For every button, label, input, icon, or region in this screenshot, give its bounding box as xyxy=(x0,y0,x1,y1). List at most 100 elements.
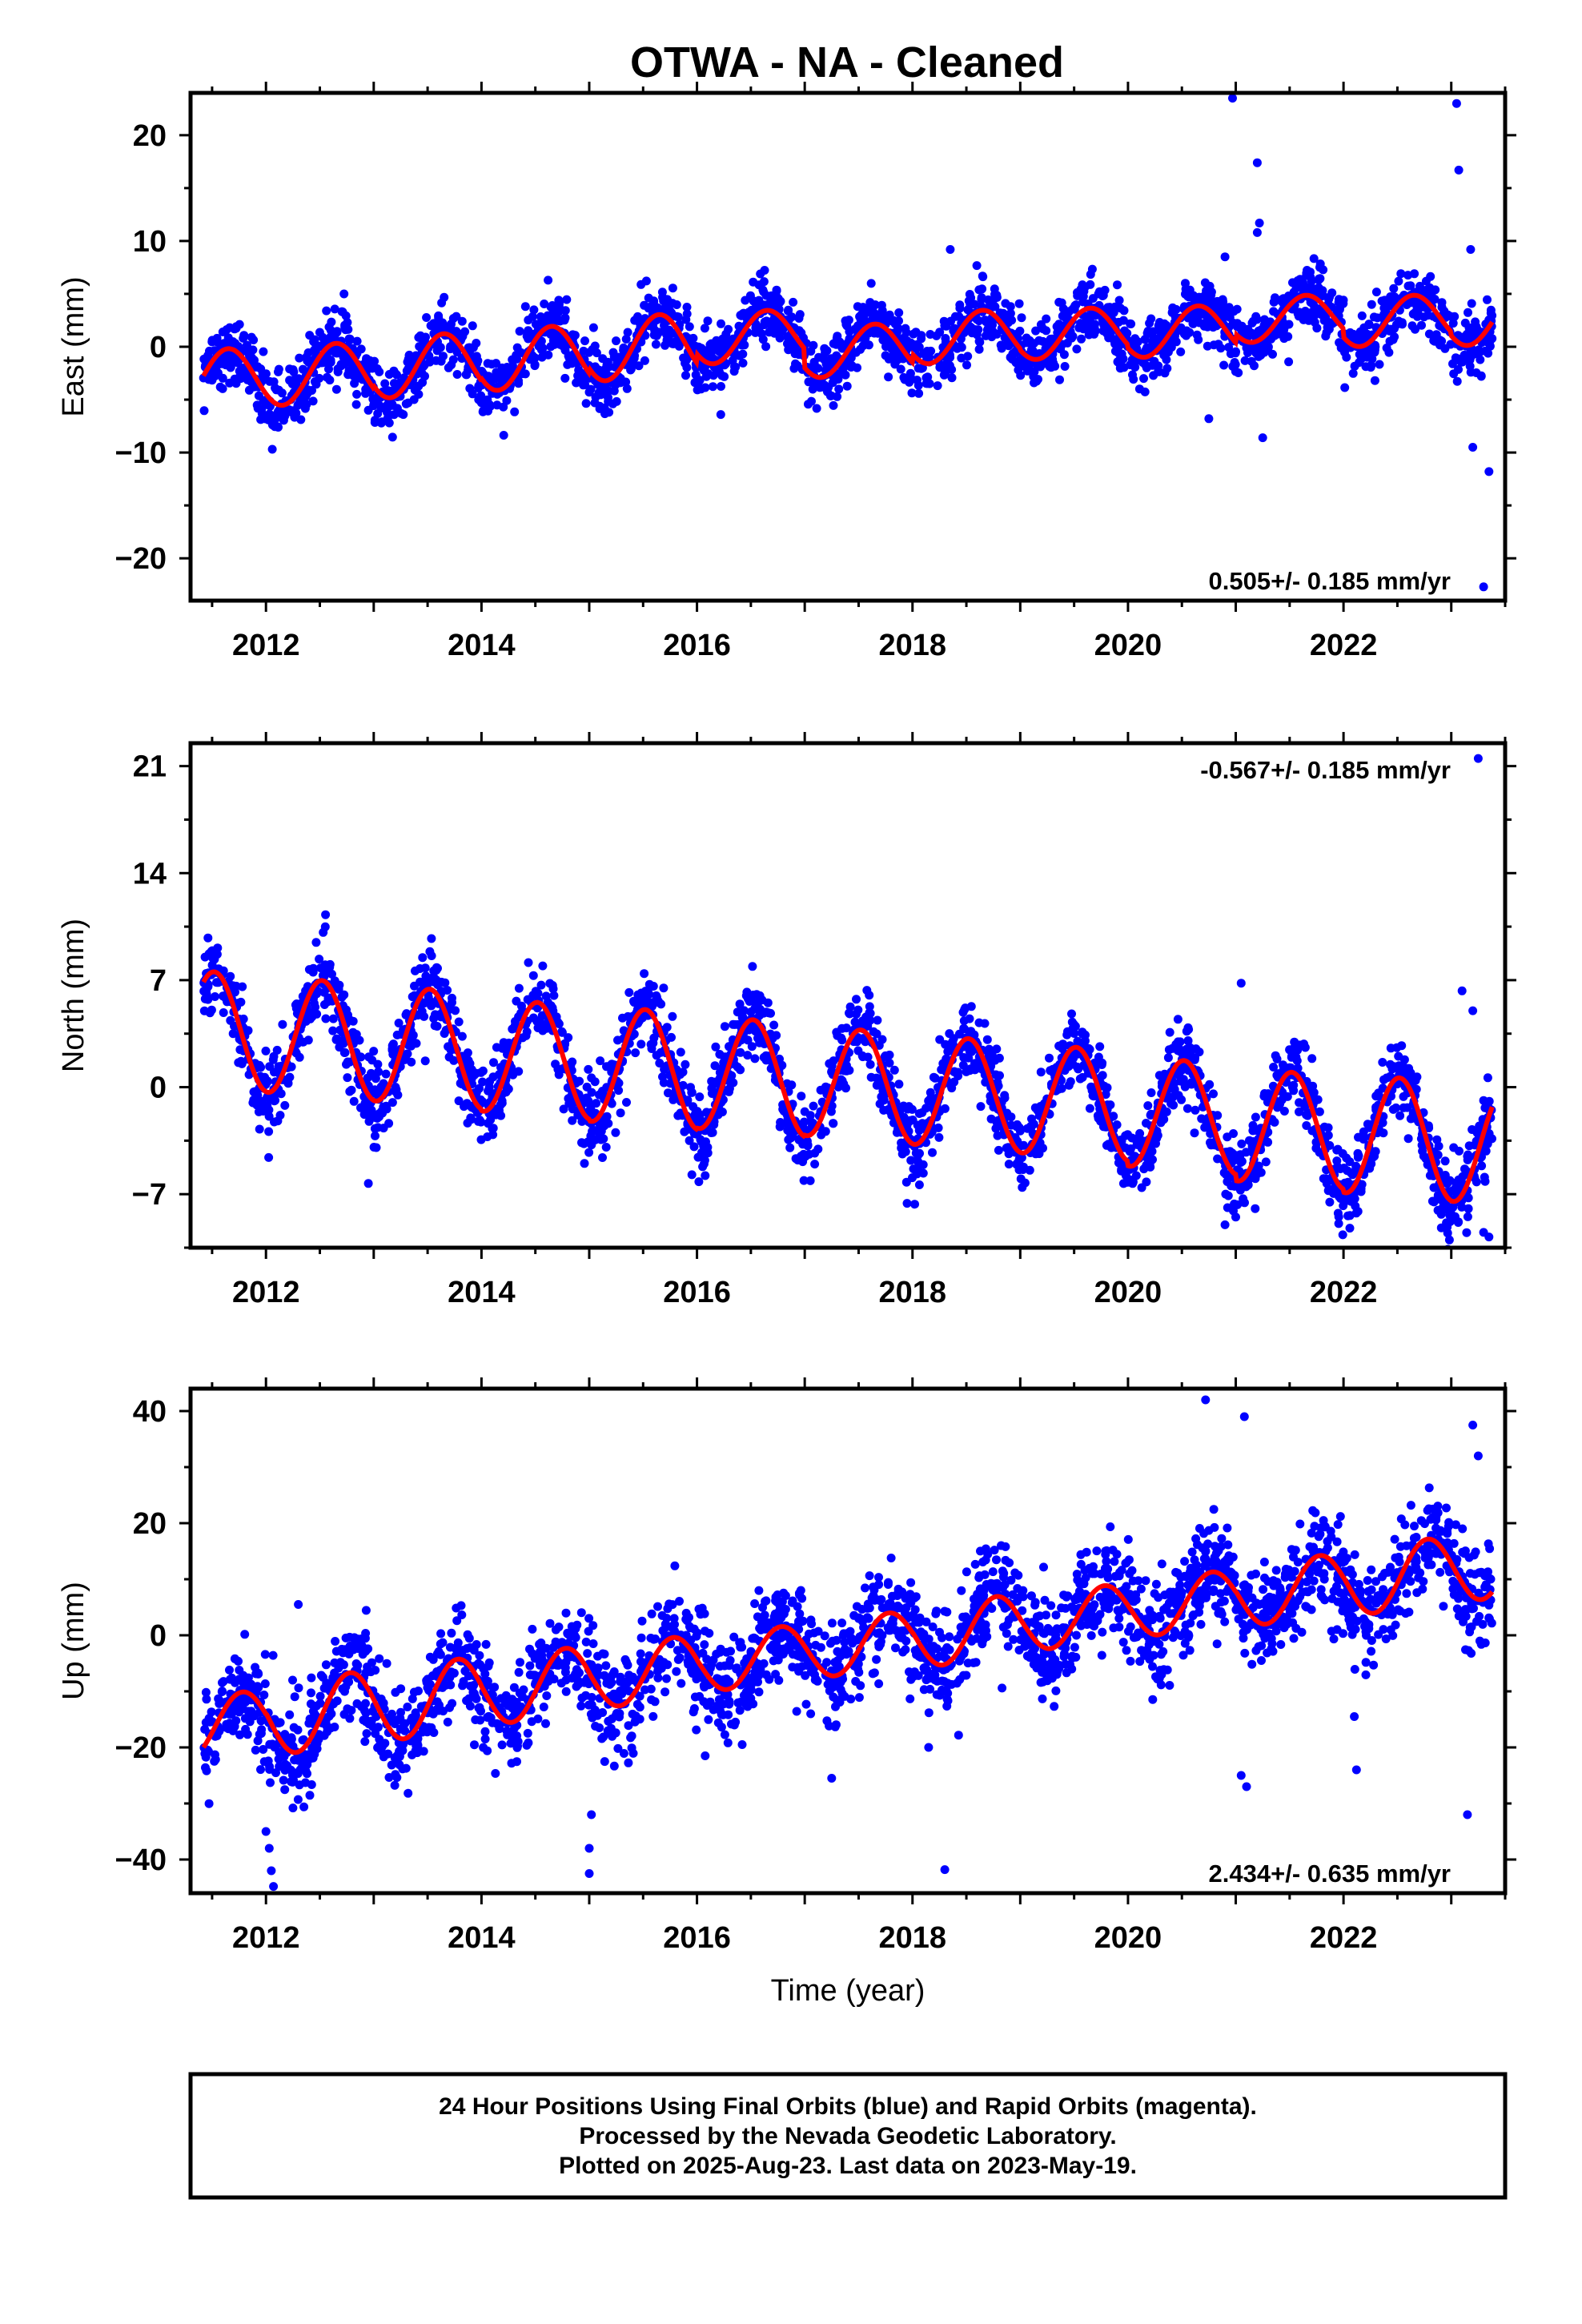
data-point xyxy=(1150,356,1159,366)
data-point xyxy=(1084,330,1094,340)
data-point xyxy=(1443,1202,1452,1212)
data-point xyxy=(373,1059,383,1069)
data-point xyxy=(226,362,235,372)
data-point xyxy=(1054,320,1064,329)
data-point xyxy=(652,991,661,1000)
data-point xyxy=(988,327,998,336)
data-point xyxy=(255,1124,264,1134)
data-point xyxy=(1087,264,1097,274)
data-point xyxy=(342,1059,351,1069)
data-point xyxy=(986,1114,996,1124)
data-point xyxy=(1476,355,1485,364)
data-point xyxy=(1371,287,1381,297)
data-point xyxy=(611,380,620,389)
data-point xyxy=(468,321,477,331)
data-point xyxy=(636,1039,646,1049)
data-point xyxy=(1016,1174,1026,1184)
data-point xyxy=(283,1079,293,1088)
data-point xyxy=(1323,1186,1333,1196)
data-point xyxy=(319,1000,329,1009)
data-point xyxy=(352,389,362,399)
data-point xyxy=(452,370,462,379)
data-point xyxy=(1078,280,1087,290)
data-point xyxy=(596,1056,605,1066)
data-point xyxy=(1307,1054,1317,1063)
data-point xyxy=(1437,298,1447,308)
data-point xyxy=(473,384,483,392)
data-point xyxy=(584,388,594,397)
data-point xyxy=(1419,312,1429,322)
data-point xyxy=(1110,339,1120,348)
data-point xyxy=(1394,276,1403,286)
data-point xyxy=(596,382,605,392)
data-point xyxy=(452,312,461,321)
data-point xyxy=(200,952,210,962)
data-point xyxy=(896,364,905,374)
data-point xyxy=(962,360,971,370)
data-point xyxy=(873,1015,882,1025)
data-point xyxy=(1095,1042,1105,1051)
data-point xyxy=(1066,1077,1075,1087)
data-point xyxy=(1143,327,1153,336)
data-point xyxy=(353,372,363,381)
data-point xyxy=(384,370,394,379)
data-point xyxy=(258,1104,267,1114)
data-point xyxy=(447,320,456,329)
data-point xyxy=(420,360,429,370)
data-point xyxy=(465,346,475,356)
data-point xyxy=(1173,1015,1182,1024)
data-point xyxy=(499,431,508,440)
data-point xyxy=(804,400,813,409)
data-point xyxy=(894,308,904,317)
data-point xyxy=(1221,1189,1231,1199)
data-point xyxy=(1004,318,1013,328)
data-point xyxy=(460,1102,468,1112)
data-point xyxy=(1251,1112,1260,1122)
data-point xyxy=(261,1046,271,1055)
data-point xyxy=(660,1064,669,1074)
data-point xyxy=(517,1001,526,1011)
data-point xyxy=(623,328,632,337)
data-point xyxy=(415,342,424,352)
data-point xyxy=(656,999,666,1009)
data-point xyxy=(1321,332,1331,341)
data-point xyxy=(1077,334,1086,344)
data-point xyxy=(1140,387,1150,396)
data-point xyxy=(1448,359,1457,368)
data-point xyxy=(787,1080,797,1090)
data-point xyxy=(1223,1132,1232,1142)
data-point xyxy=(264,1127,274,1136)
data-point xyxy=(452,348,462,356)
data-point xyxy=(340,320,350,330)
data-point xyxy=(404,398,413,408)
data-point xyxy=(1176,347,1186,356)
data-point xyxy=(1154,366,1163,376)
data-point xyxy=(1279,334,1289,344)
data-point xyxy=(387,432,397,442)
data-point xyxy=(339,990,349,999)
data-point xyxy=(1014,356,1024,365)
data-point xyxy=(454,1096,464,1106)
data-point xyxy=(1151,1139,1160,1148)
data-point xyxy=(715,1068,725,1077)
data-point xyxy=(1452,376,1462,386)
data-point xyxy=(209,336,218,346)
data-point xyxy=(478,1066,488,1076)
data-point xyxy=(1048,355,1058,364)
data-point xyxy=(1430,295,1439,304)
data-point xyxy=(287,380,297,388)
data-point xyxy=(348,1016,358,1026)
data-point xyxy=(488,1124,497,1133)
data-point xyxy=(1340,383,1350,392)
outlier-point xyxy=(1479,582,1488,592)
data-point xyxy=(1464,1151,1473,1160)
data-point xyxy=(668,283,677,293)
data-point xyxy=(202,986,211,995)
data-point xyxy=(1302,1121,1311,1130)
data-point xyxy=(1036,362,1045,372)
data-point xyxy=(264,1112,274,1121)
data-point xyxy=(993,1131,1002,1140)
data-point xyxy=(1000,1091,1010,1100)
data-point xyxy=(291,408,301,418)
data-point xyxy=(1126,319,1135,328)
